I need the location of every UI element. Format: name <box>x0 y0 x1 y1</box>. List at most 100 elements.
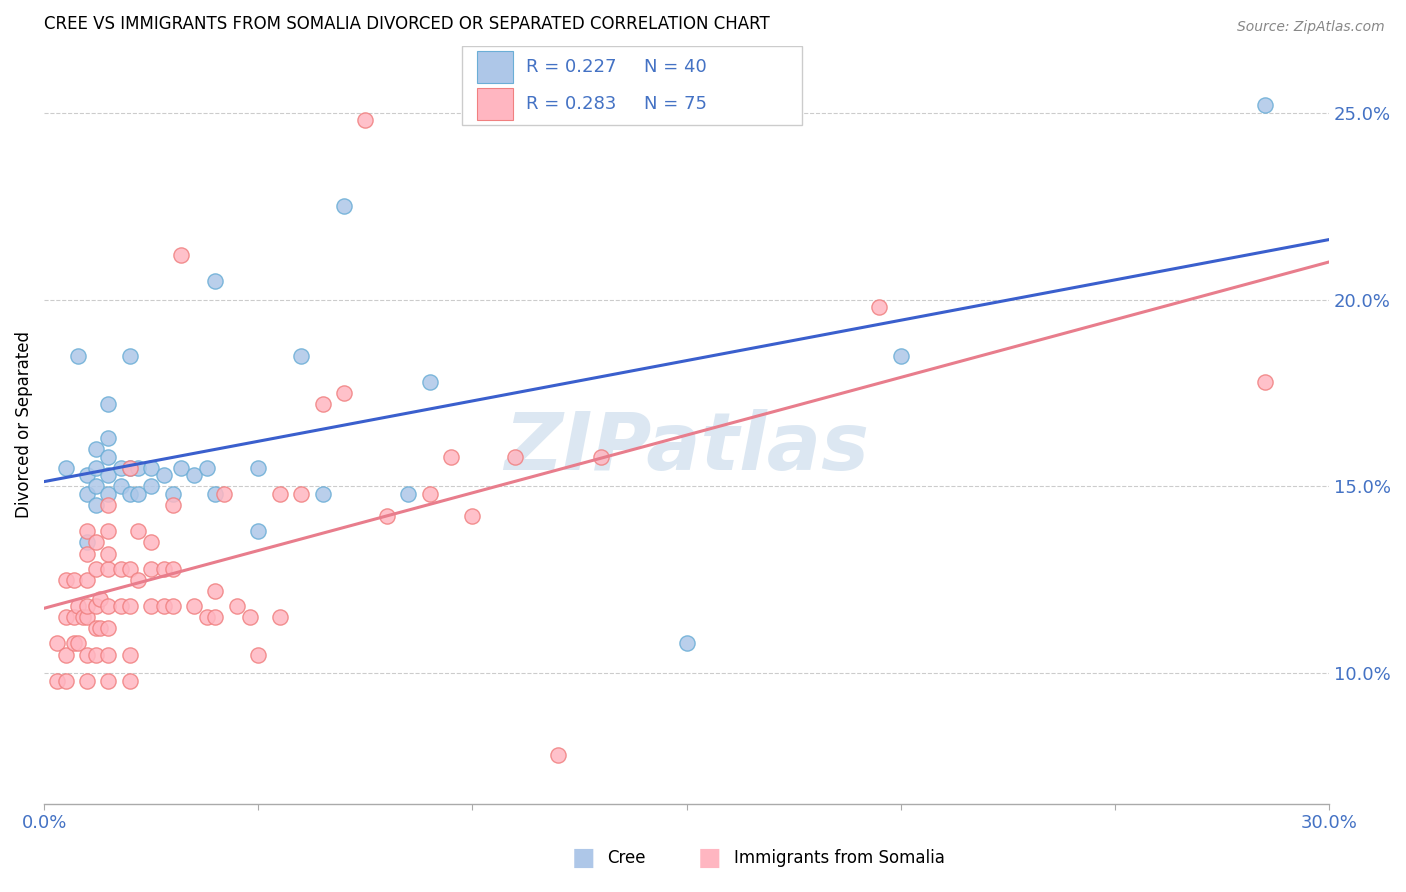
Point <box>55 460 77 475</box>
Y-axis label: Divorced or Separated: Divorced or Separated <box>15 331 32 518</box>
Point <box>1254 98 1277 112</box>
Point <box>127 487 149 501</box>
Point <box>290 349 312 363</box>
Text: N = 75: N = 75 <box>644 95 707 112</box>
Point <box>141 479 163 493</box>
Point <box>110 561 132 575</box>
Point <box>212 487 235 501</box>
Point <box>868 300 890 314</box>
Point <box>76 487 98 501</box>
Point <box>97 673 120 688</box>
Point <box>269 487 291 501</box>
Point <box>333 386 356 401</box>
Point <box>97 524 120 539</box>
Point <box>97 450 120 464</box>
Point <box>97 648 120 662</box>
Point <box>162 498 184 512</box>
Point <box>97 498 120 512</box>
Point <box>162 487 184 501</box>
Point <box>76 610 98 624</box>
Point <box>1254 375 1277 389</box>
Text: Cree: Cree <box>607 849 645 867</box>
Point <box>225 599 247 613</box>
Point <box>46 636 69 650</box>
Point <box>419 375 441 389</box>
Point <box>162 561 184 575</box>
Point <box>118 460 141 475</box>
Point <box>97 487 120 501</box>
Text: ■: ■ <box>699 847 721 870</box>
FancyBboxPatch shape <box>477 51 513 83</box>
Point <box>72 610 94 624</box>
Point <box>547 748 569 763</box>
Text: ZIPatlas: ZIPatlas <box>505 409 869 486</box>
Point <box>84 561 107 575</box>
Point <box>97 431 120 445</box>
Point <box>67 636 90 650</box>
Point <box>675 636 697 650</box>
Point <box>127 573 149 587</box>
Point <box>589 450 612 464</box>
Point <box>141 535 163 549</box>
Point <box>195 460 218 475</box>
Point <box>141 561 163 575</box>
Point <box>127 460 149 475</box>
Point <box>76 673 98 688</box>
Point <box>63 636 86 650</box>
Point <box>118 561 141 575</box>
Point <box>118 648 141 662</box>
Point <box>170 248 193 262</box>
Point <box>204 610 226 624</box>
Text: Source: ZipAtlas.com: Source: ZipAtlas.com <box>1237 20 1385 34</box>
Text: R = 0.283: R = 0.283 <box>526 95 616 112</box>
Point <box>419 487 441 501</box>
Point <box>46 673 69 688</box>
Point <box>89 591 111 606</box>
Point <box>118 460 141 475</box>
Point <box>239 610 262 624</box>
Point <box>97 547 120 561</box>
Point <box>84 460 107 475</box>
Point <box>76 524 98 539</box>
Text: CREE VS IMMIGRANTS FROM SOMALIA DIVORCED OR SEPARATED CORRELATION CHART: CREE VS IMMIGRANTS FROM SOMALIA DIVORCED… <box>44 15 770 33</box>
Point <box>247 460 270 475</box>
Point <box>84 535 107 549</box>
Point <box>76 468 98 483</box>
Point <box>76 648 98 662</box>
Point <box>110 479 132 493</box>
Point <box>110 460 132 475</box>
Point <box>183 468 205 483</box>
Point <box>153 468 176 483</box>
Point <box>89 621 111 635</box>
Point <box>118 487 141 501</box>
Point <box>55 673 77 688</box>
Point <box>333 199 356 213</box>
Point <box>55 610 77 624</box>
Point <box>67 599 90 613</box>
Point <box>290 487 312 501</box>
Point <box>76 599 98 613</box>
Point <box>375 509 398 524</box>
Point <box>354 113 377 128</box>
Point <box>63 610 86 624</box>
Point <box>110 599 132 613</box>
Point <box>204 274 226 288</box>
Point <box>890 349 912 363</box>
Point <box>311 487 333 501</box>
Point <box>503 450 526 464</box>
Point <box>440 450 463 464</box>
Point <box>396 487 419 501</box>
Point <box>153 599 176 613</box>
Point <box>84 479 107 493</box>
Point <box>269 610 291 624</box>
Point <box>67 349 90 363</box>
Point <box>170 460 193 475</box>
Point <box>247 524 270 539</box>
Point <box>55 573 77 587</box>
Point <box>84 648 107 662</box>
Point <box>141 460 163 475</box>
Text: N = 40: N = 40 <box>644 58 707 76</box>
Point <box>84 621 107 635</box>
Point <box>127 524 149 539</box>
Point <box>204 487 226 501</box>
